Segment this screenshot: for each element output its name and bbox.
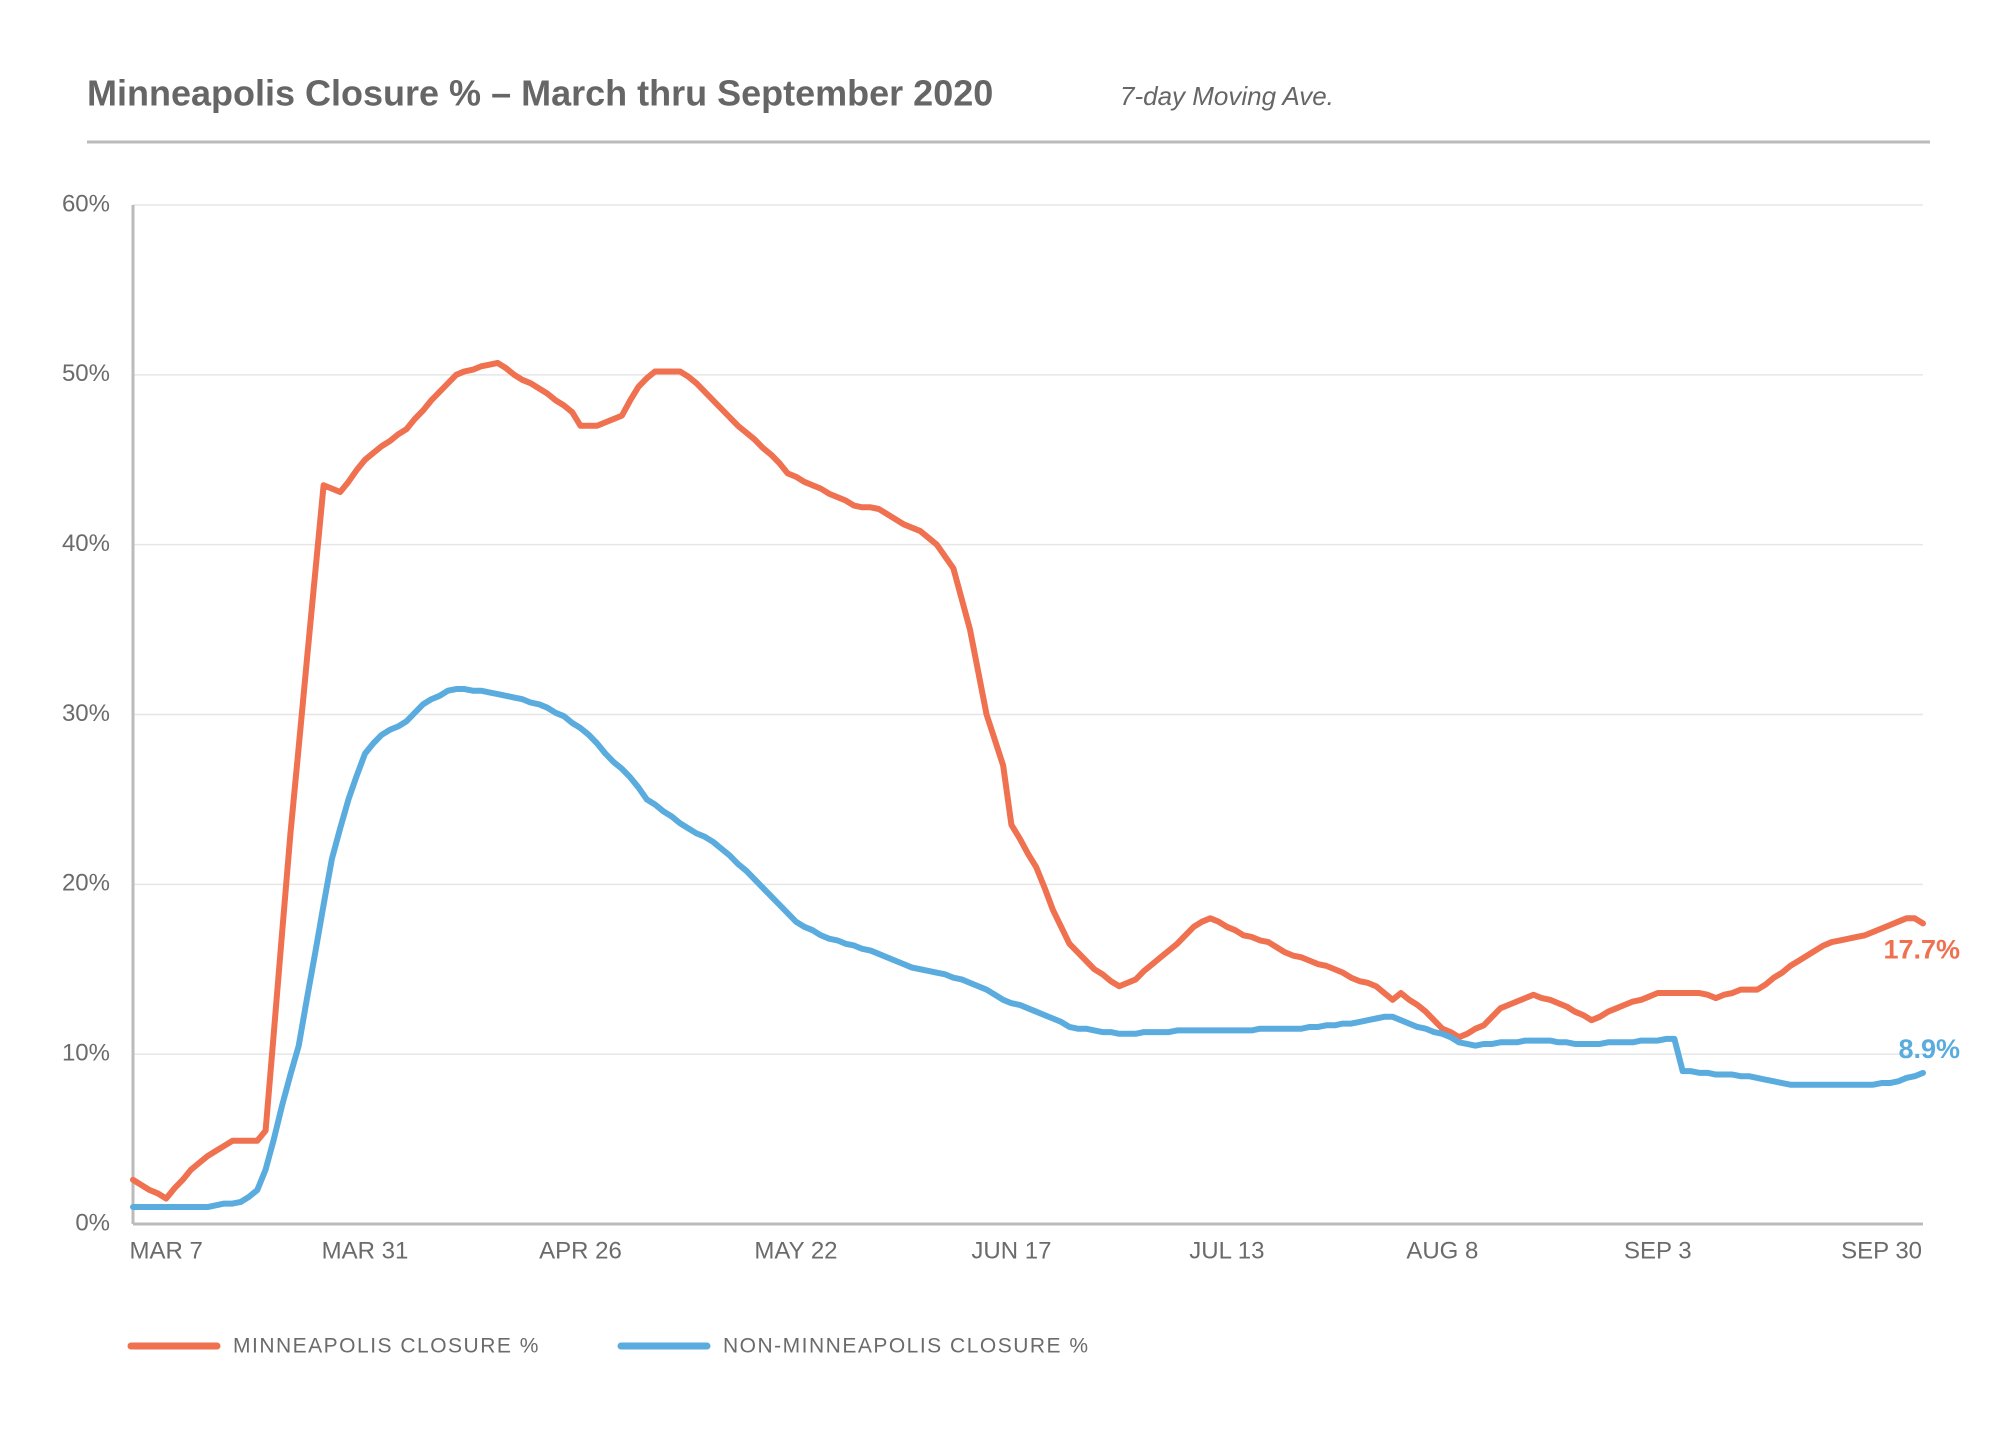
y-tick-label: 60% (62, 190, 110, 217)
x-tick-label: MAR 7 (129, 1237, 202, 1264)
x-tick-label: SEP 3 (1624, 1237, 1692, 1264)
end-label: 8.9% (1898, 1034, 1960, 1064)
series-line (130, 686, 1926, 1211)
x-tick-label: JUL 13 (1189, 1237, 1264, 1264)
x-tick-label: AUG 8 (1406, 1237, 1478, 1264)
x-tick-label: MAR 31 (322, 1237, 409, 1264)
y-tick-label: 10% (62, 1040, 110, 1067)
legend-label: NON-MINNEAPOLIS CLOSURE % (723, 1335, 1090, 1358)
series-line (130, 359, 1926, 1202)
y-tick-label: 50% (62, 360, 110, 387)
y-tick-label: 20% (62, 870, 110, 897)
y-tick-label: 0% (75, 1209, 110, 1236)
chart-title: Minneapolis Closure % – March thru Septe… (87, 73, 993, 114)
chart-subtitle: 7-day Moving Ave. (1120, 81, 1334, 111)
y-tick-label: 30% (62, 700, 110, 727)
x-tick-label: APR 26 (539, 1237, 622, 1264)
y-tick-label: 40% (62, 530, 110, 557)
x-tick-label: JUN 17 (971, 1237, 1051, 1264)
x-tick-label: MAY 22 (754, 1237, 837, 1264)
legend-label: MINNEAPOLIS CLOSURE % (233, 1335, 540, 1358)
x-tick-label: SEP 30 (1841, 1237, 1922, 1264)
end-label: 17.7% (1883, 935, 1960, 965)
